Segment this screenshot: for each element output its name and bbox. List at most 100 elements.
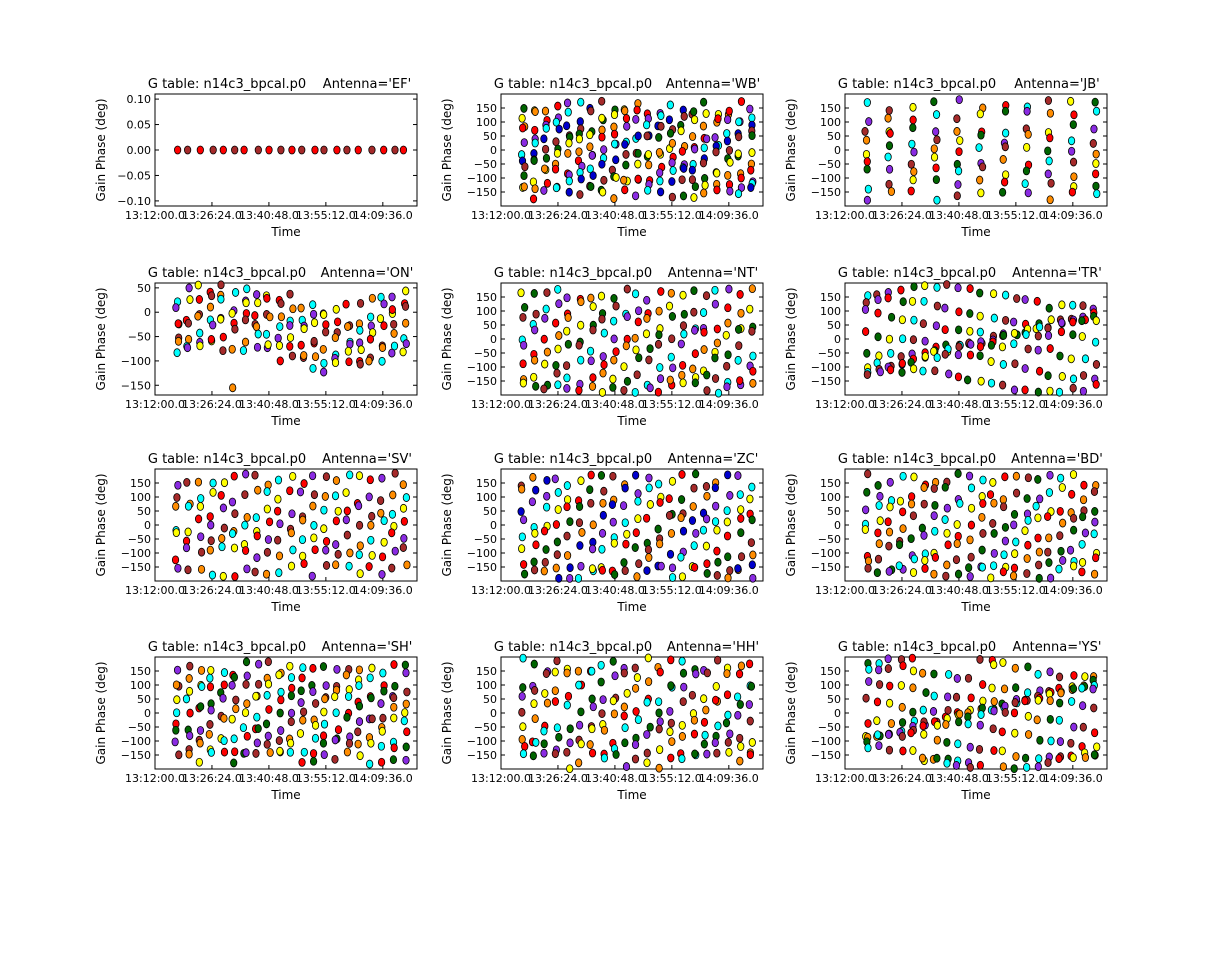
data-point — [355, 471, 364, 481]
data-point — [263, 739, 271, 749]
data-point — [206, 682, 215, 692]
data-point — [713, 546, 721, 556]
data-point — [1009, 571, 1018, 581]
data-point — [184, 527, 192, 537]
data-point — [746, 304, 754, 314]
data-point — [598, 528, 607, 538]
data-point — [645, 483, 653, 493]
data-point — [886, 365, 895, 375]
data-point — [241, 708, 250, 718]
y-tick-label: 100 — [820, 679, 841, 692]
data-point — [714, 655, 722, 665]
y-tick-label: 100 — [476, 116, 497, 129]
x-axis-label: Time — [616, 414, 646, 428]
data-point — [621, 566, 629, 576]
x-tick-label: 13:40:48.0 — [585, 398, 645, 411]
data-point — [907, 728, 915, 738]
data-point — [1078, 316, 1086, 326]
data-point — [289, 304, 297, 314]
data-point — [343, 712, 351, 722]
data-point — [737, 173, 745, 183]
data-point — [862, 135, 871, 145]
x-tick-label: 14:09:36.0 — [1043, 584, 1103, 597]
data-point — [621, 106, 629, 116]
data-point — [701, 730, 709, 740]
y-tick-label: 0 — [490, 707, 497, 720]
data-point — [320, 750, 328, 760]
data-point — [655, 697, 663, 707]
data-point — [909, 175, 917, 185]
data-point — [623, 312, 631, 322]
y-tick-label: 150 — [820, 291, 841, 304]
data-point — [665, 115, 673, 125]
data-point — [976, 351, 984, 361]
data-point — [737, 742, 745, 751]
data-point — [885, 745, 894, 755]
data-point — [552, 183, 561, 193]
data-point — [899, 746, 907, 756]
y-tick-label: −100 — [467, 172, 497, 185]
data-point — [1045, 488, 1054, 497]
data-point — [344, 346, 352, 356]
data-point — [746, 750, 754, 760]
data-point — [207, 536, 215, 546]
data-point — [219, 503, 228, 513]
data-point — [875, 680, 884, 689]
data-point — [517, 507, 525, 516]
data-point — [876, 516, 884, 526]
subplot-azc: G table: n14c3_bpcal.p0 Antenna='ZC'−150−… — [440, 452, 764, 614]
data-point — [933, 282, 941, 292]
data-point — [1010, 328, 1019, 338]
data-point — [621, 185, 629, 195]
data-point — [196, 726, 205, 735]
data-point — [354, 739, 362, 749]
data-point — [563, 121, 571, 131]
data-point — [620, 558, 628, 567]
data-point — [1045, 156, 1053, 166]
data-point — [597, 660, 605, 670]
data-point — [930, 144, 938, 154]
data-point — [645, 160, 653, 170]
data-point — [196, 341, 204, 351]
y-tick-label: −100 — [467, 735, 497, 748]
data-point — [909, 102, 917, 112]
data-point — [311, 720, 320, 730]
data-point — [252, 322, 261, 332]
y-axis-label: Gain Phase (deg) — [784, 473, 798, 576]
data-point — [1089, 139, 1097, 148]
y-tick-label: 50 — [827, 319, 841, 332]
data-point — [700, 188, 708, 198]
plot-frame — [844, 656, 1108, 770]
x-tick-label: 14:09:36.0 — [1043, 398, 1103, 411]
antenna-label: Antenna='SH' — [322, 640, 413, 655]
plot-frame — [500, 468, 764, 582]
data-point — [185, 674, 193, 683]
y-tick-label: −150 — [467, 375, 497, 388]
data-point — [668, 312, 677, 321]
data-point — [724, 470, 732, 480]
subplot-title: G table: n14c3_bpcal.p0 — [838, 77, 996, 92]
y-tick-label: −150 — [811, 186, 841, 199]
data-point — [1010, 385, 1019, 395]
data-point — [910, 472, 918, 482]
data-point — [642, 329, 651, 339]
data-point — [964, 673, 973, 683]
y-tick-label: −50 — [818, 347, 841, 360]
data-point — [999, 331, 1008, 340]
data-point — [402, 668, 410, 678]
data-point — [532, 381, 540, 391]
data-point — [1056, 506, 1064, 516]
data-point — [634, 148, 642, 158]
data-point — [862, 327, 870, 336]
data-point — [666, 100, 674, 110]
data-point — [173, 695, 181, 705]
data-point — [933, 735, 941, 745]
data-point — [599, 368, 607, 378]
data-point — [1056, 351, 1064, 361]
data-point — [400, 716, 408, 726]
data-point — [667, 288, 675, 298]
data-point — [566, 724, 574, 734]
x-tick-label: 13:12:00.0 — [125, 584, 185, 597]
y-axis-label: Gain Phase (deg) — [440, 661, 454, 764]
antenna-label: Antenna='SV' — [322, 452, 412, 467]
